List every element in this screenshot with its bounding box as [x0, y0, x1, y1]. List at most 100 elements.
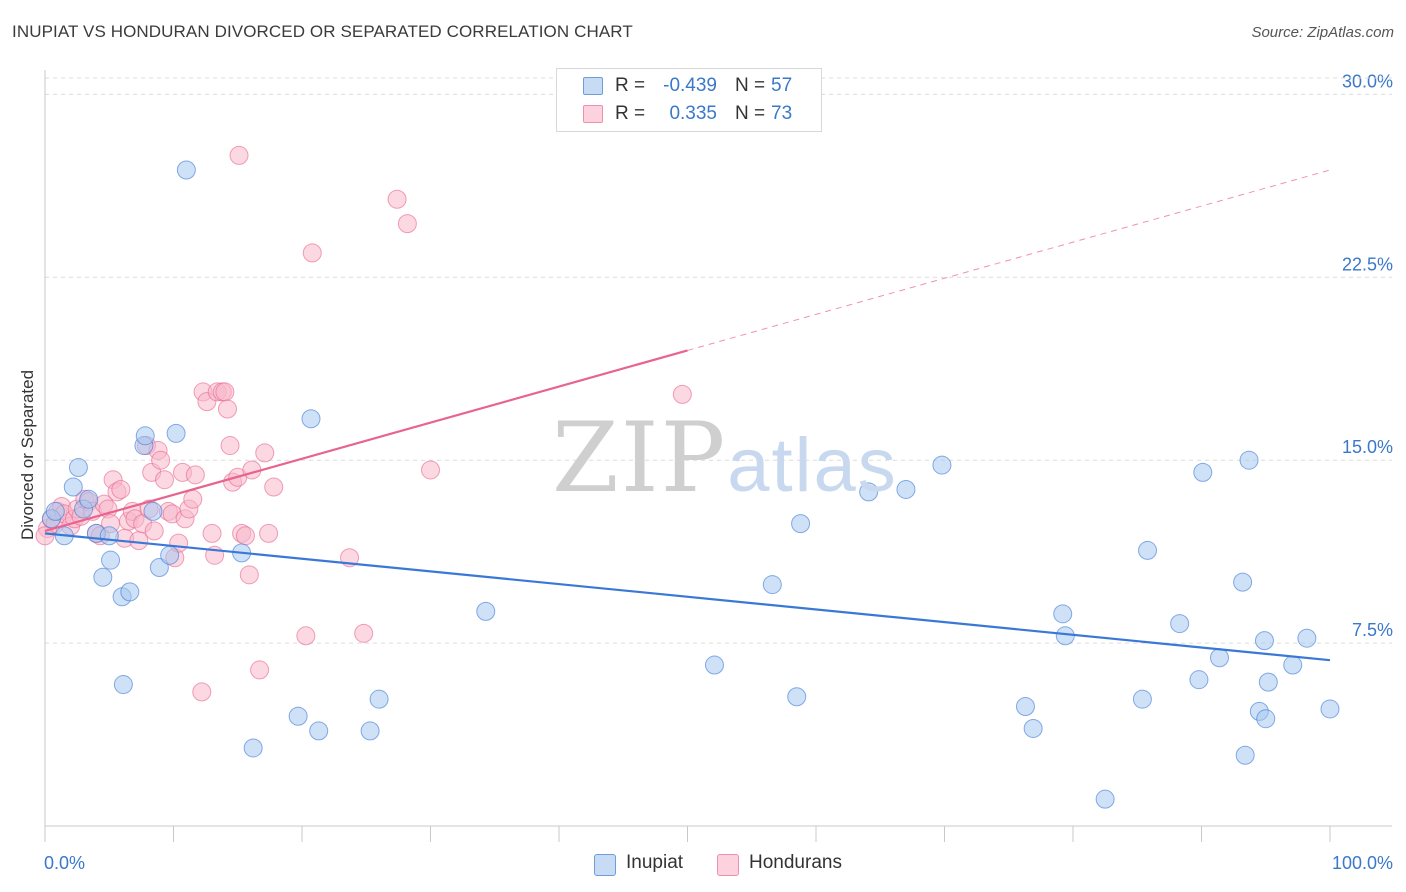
watermark-zip: ZIP	[552, 402, 728, 514]
data-point-inupiat	[1193, 462, 1213, 482]
data-point-inupiat	[1053, 604, 1073, 624]
data-point-hondurans	[421, 460, 440, 480]
data-point-inupiat	[176, 160, 196, 180]
legend-row-inupiat: R = -0.439 N = 57	[557, 73, 821, 99]
legend-r-label: R =	[615, 103, 646, 124]
data-point-inupiat	[1132, 689, 1152, 709]
data-point-inupiat	[243, 738, 263, 758]
data-point-inupiat	[149, 557, 169, 577]
data-point-inupiat	[476, 601, 496, 621]
data-point-hondurans	[202, 523, 222, 543]
data-point-hondurans	[35, 526, 55, 546]
data-point-inupiat	[301, 409, 321, 429]
data-point-inupiat	[791, 514, 811, 534]
data-point-inupiat	[160, 545, 180, 565]
data-point-hondurans	[129, 531, 149, 551]
data-point-inupiat	[166, 423, 186, 443]
data-point-inupiat	[1095, 789, 1115, 809]
data-point-hondurans	[239, 565, 259, 585]
data-point-inupiat	[787, 687, 807, 707]
data-point-inupiat	[101, 550, 121, 570]
data-point-hondurans	[672, 384, 692, 404]
legend-row-hondurans: R = 0.335 N = 73	[557, 101, 821, 127]
trend-line-inupiat	[44, 532, 1331, 662]
data-point-hondurans	[264, 477, 284, 497]
data-point-inupiat	[1256, 709, 1276, 729]
data-point-hondurans	[397, 214, 417, 234]
data-point-inupiat	[1283, 655, 1303, 675]
data-point-inupiat	[120, 582, 140, 602]
x-tick-label: 0.0%	[44, 853, 85, 873]
data-point-inupiat	[63, 477, 83, 497]
data-point-inupiat	[932, 455, 952, 475]
data-point-hondurans	[151, 450, 171, 470]
data-point-hondurans	[250, 660, 270, 680]
chart-title: INUPIAT VS HONDURAN DIVORCED OR SEPARATE…	[12, 22, 633, 41]
data-point-inupiat	[68, 458, 88, 478]
legend-n-label: N =	[735, 75, 766, 96]
chart-source: Source: ZipAtlas.com	[1251, 24, 1394, 41]
data-point-inupiat	[99, 526, 119, 546]
data-point-hondurans	[144, 521, 164, 541]
y-tick-label: 15.0%	[1342, 437, 1393, 457]
data-point-hondurans	[296, 626, 316, 646]
legend-swatch-hondurans	[583, 105, 603, 123]
data-point-inupiat	[309, 721, 329, 741]
watermark-atlas: atlas	[727, 423, 898, 508]
data-point-inupiat	[1023, 718, 1043, 738]
data-point-inupiat	[369, 689, 389, 709]
data-point-inupiat	[93, 567, 113, 587]
data-point-inupiat	[79, 489, 99, 509]
data-point-inupiat	[1233, 572, 1253, 592]
data-point-hondurans	[220, 436, 240, 456]
data-point-hondurans	[217, 399, 237, 419]
data-point-inupiat	[1239, 450, 1259, 470]
bottom-legend-swatch-hondurans	[717, 854, 739, 876]
data-point-inupiat	[762, 575, 782, 595]
legend-swatch-inupiat	[583, 77, 603, 95]
x-tick-label: 100.0%	[1332, 853, 1393, 873]
bottom-legend-swatch-inupiat	[594, 854, 616, 876]
data-point-inupiat	[135, 426, 155, 446]
data-point-hondurans	[302, 243, 322, 263]
trend-line-hondurans	[44, 349, 688, 532]
data-point-hondurans	[387, 189, 407, 209]
legend-r-label: R =	[615, 75, 646, 96]
data-point-inupiat	[360, 721, 380, 741]
data-point-inupiat	[1235, 745, 1255, 765]
y-tick-label: 7.5%	[1352, 620, 1393, 640]
watermark: ZIPatlas	[552, 402, 898, 514]
data-point-inupiat	[288, 706, 308, 726]
data-point-hondurans	[259, 523, 279, 543]
data-point-inupiat	[1258, 672, 1278, 692]
data-point-inupiat	[859, 482, 879, 502]
bottom-legend-label-inupiat: Inupiat	[626, 852, 684, 873]
data-point-hondurans	[183, 489, 203, 509]
trend-line-extension-hondurans	[687, 169, 1331, 351]
data-point-inupiat	[113, 675, 133, 695]
y-axis-label: Divorced or Separated	[18, 369, 37, 541]
data-point-inupiat	[1138, 540, 1158, 560]
data-point-hondurans	[215, 382, 235, 402]
y-tick-label: 22.5%	[1342, 254, 1393, 274]
data-point-hondurans	[235, 526, 255, 546]
data-point-inupiat	[1297, 628, 1317, 648]
data-point-inupiat	[1254, 631, 1274, 651]
legend-n-value: 73	[771, 103, 793, 124]
data-point-inupiat	[704, 655, 724, 675]
y-tick-label: 30.0%	[1342, 71, 1393, 91]
data-point-hondurans	[229, 145, 249, 165]
data-point-hondurans	[111, 479, 131, 499]
legend-r-value: 0.335	[669, 103, 717, 124]
data-point-inupiat	[143, 501, 163, 521]
data-point-hondurans	[192, 682, 212, 702]
legend-n-label: N =	[735, 103, 766, 124]
data-point-hondurans	[354, 623, 374, 643]
legend-r-value: -0.439	[663, 75, 717, 96]
data-point-hondurans	[255, 443, 275, 463]
data-point-inupiat	[896, 479, 916, 499]
bottom-legend-label-hondurans: Hondurans	[749, 852, 842, 873]
data-point-inupiat	[1209, 648, 1229, 668]
data-point-inupiat	[1055, 626, 1075, 646]
